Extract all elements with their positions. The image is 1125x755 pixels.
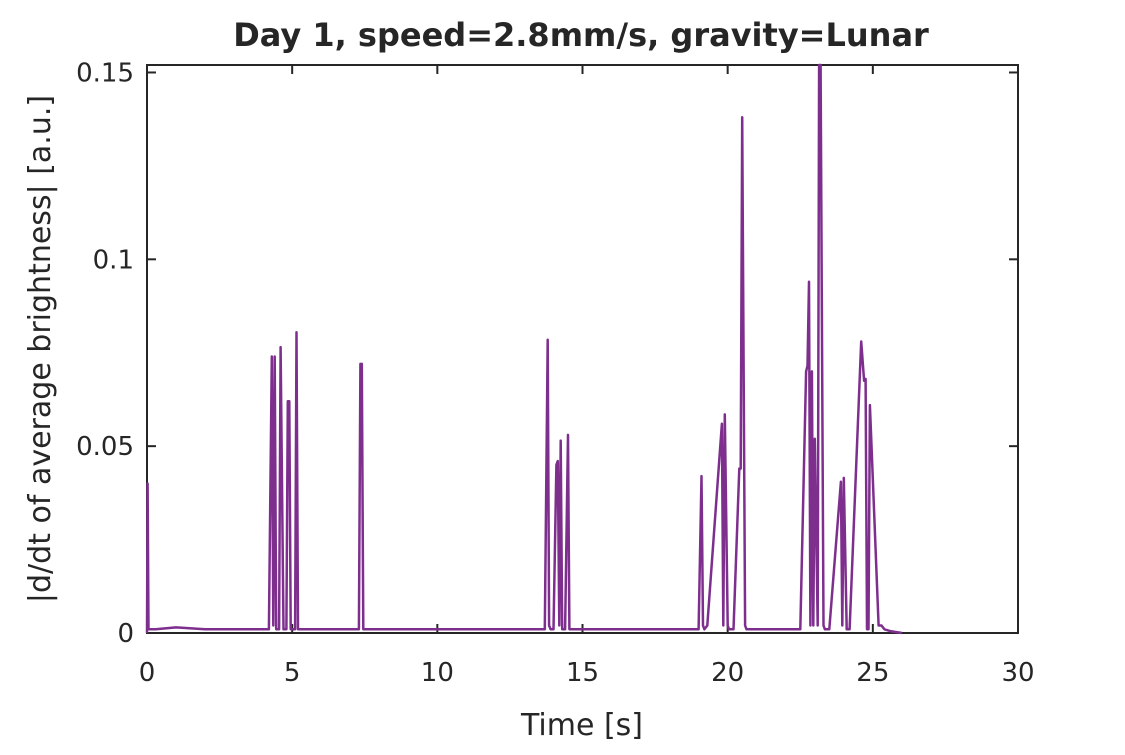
chart-title: Day 1, speed=2.8mm/s, gravity=Lunar — [233, 16, 929, 54]
plot-area-box — [146, 64, 1019, 634]
y-axis-label: |d/dt of average brightness| [a.u.] — [23, 95, 58, 603]
x-axis-label: Time [s] — [520, 708, 643, 743]
x-tick-label: 10 — [421, 658, 454, 688]
y-tick-label: 0.1 — [93, 245, 134, 275]
x-tick-label: 5 — [284, 658, 301, 688]
y-tick-label: 0 — [117, 619, 134, 649]
x-tick-label: 0 — [139, 658, 156, 688]
axis-ticks: 0 5 10 15 20 25 30 0 0.05 0.1 0.15 — [76, 58, 1034, 688]
y-tick-label: 0.15 — [76, 58, 134, 88]
y-tick-label: 0.05 — [76, 432, 134, 462]
series-line — [145, 63, 903, 635]
series-group — [145, 63, 903, 635]
x-tick-label: 20 — [711, 658, 744, 688]
x-tick-label: 15 — [566, 658, 599, 688]
x-tick-label: 30 — [1001, 658, 1034, 688]
x-tick-label: 25 — [856, 658, 889, 688]
